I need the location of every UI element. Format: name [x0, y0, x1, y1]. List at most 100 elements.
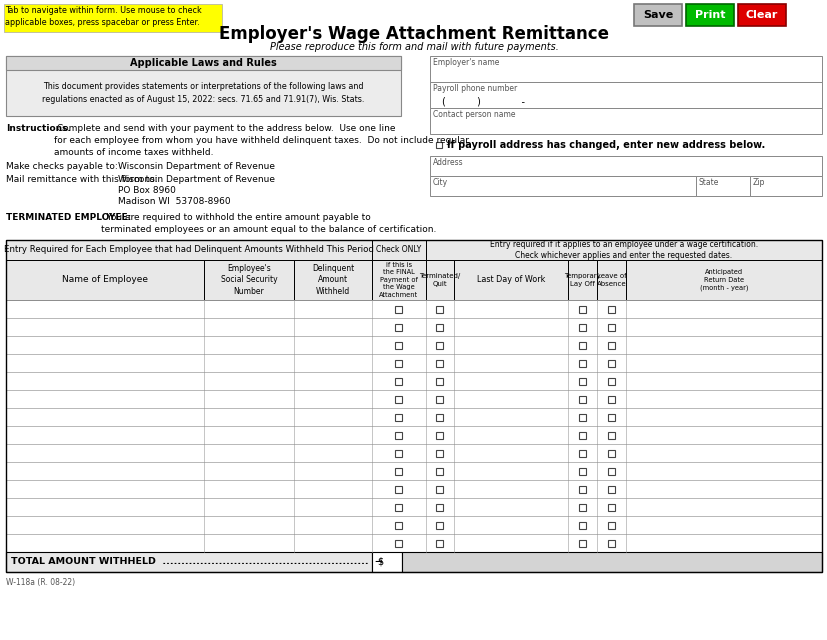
Text: Payroll phone number: Payroll phone number	[433, 84, 517, 93]
Text: Save: Save	[642, 10, 672, 20]
Bar	[436, 342, 443, 349]
Text: City: City	[433, 178, 447, 187]
Bar	[395, 540, 402, 547]
Bar	[737, 4, 785, 26]
Text: Tab to navigate within form. Use mouse to check
applicable boxes, press spacebar: Tab to navigate within form. Use mouse t…	[5, 6, 202, 27]
Bar	[6, 56, 400, 70]
Bar	[607, 504, 614, 511]
Bar	[607, 360, 614, 367]
Text: Anticipated
Return Date
(month - year): Anticipated Return Date (month - year)	[699, 269, 748, 291]
Bar	[402, 552, 821, 572]
Bar	[578, 540, 586, 547]
Text: Name of Employee: Name of Employee	[62, 275, 148, 285]
Bar	[429, 108, 821, 134]
Text: Zip: Zip	[752, 178, 764, 187]
Bar	[436, 540, 443, 547]
Text: Wisconsin Department of Revenue: Wisconsin Department of Revenue	[118, 175, 275, 184]
Bar	[6, 408, 821, 426]
Bar	[6, 426, 821, 444]
Text: State: State	[698, 178, 719, 187]
Bar	[395, 360, 402, 367]
Bar	[294, 260, 371, 300]
Bar	[607, 323, 614, 330]
Bar	[607, 342, 614, 349]
Bar	[6, 240, 821, 572]
Bar	[395, 504, 402, 511]
Bar	[578, 504, 586, 511]
Text: (          )             -: ( ) -	[442, 96, 524, 106]
Text: Make checks payable to:: Make checks payable to:	[6, 162, 117, 171]
Bar	[436, 431, 443, 438]
Bar	[607, 486, 614, 493]
Text: Please reproduce this form and mail with future payments.: Please reproduce this form and mail with…	[270, 42, 557, 52]
Bar	[6, 56, 400, 116]
Text: Madison WI  53708-8960: Madison WI 53708-8960	[118, 197, 231, 206]
Text: Leave of
Absence: Leave of Absence	[596, 273, 625, 287]
Bar	[425, 260, 453, 300]
Text: Check ONLY: Check ONLY	[376, 246, 421, 255]
Bar	[578, 413, 586, 420]
Bar	[6, 390, 821, 408]
Text: Wisconsin Department of Revenue: Wisconsin Department of Revenue	[118, 162, 275, 171]
Bar	[6, 318, 821, 336]
Text: $: $	[376, 557, 383, 567]
Bar	[435, 141, 442, 148]
Bar	[6, 498, 821, 516]
Text: Employer's name: Employer's name	[433, 58, 499, 67]
Bar	[578, 431, 586, 438]
Bar	[686, 4, 733, 26]
Bar	[6, 480, 821, 498]
Bar	[607, 305, 614, 312]
Bar	[429, 82, 821, 108]
Bar	[6, 300, 821, 318]
Bar	[395, 431, 402, 438]
Bar	[371, 240, 425, 260]
Bar	[607, 522, 614, 529]
Bar	[6, 444, 821, 462]
Bar	[436, 522, 443, 529]
Text: If payroll address has changed, enter new address below.: If payroll address has changed, enter ne…	[447, 140, 764, 150]
Bar	[436, 305, 443, 312]
Bar	[395, 378, 402, 385]
Bar	[395, 305, 402, 312]
Text: Print: Print	[694, 10, 724, 20]
Bar	[436, 396, 443, 403]
Bar	[371, 552, 402, 572]
Text: if this is
the FINAL
Payment of
the Wage
Attachment: if this is the FINAL Payment of the Wage…	[379, 262, 418, 298]
Bar	[578, 396, 586, 403]
Bar	[436, 449, 443, 456]
Bar	[633, 4, 681, 26]
Text: TOTAL AMOUNT WITHHELD  .......................................................  : TOTAL AMOUNT WITHHELD ..................…	[11, 557, 383, 566]
Text: This document provides statements or interpretations of the following laws and
r: This document provides statements or int…	[42, 83, 364, 104]
Text: You are required to withhold the entire amount payable to
terminated employees o: You are required to withhold the entire …	[101, 213, 436, 234]
Bar	[436, 378, 443, 385]
Text: Entry Required for Each Employee that had Delinquent Amounts Withheld This Perio: Entry Required for Each Employee that ha…	[4, 246, 374, 255]
Bar	[395, 486, 402, 493]
Bar	[6, 372, 821, 390]
Bar	[6, 462, 821, 480]
Bar	[578, 323, 586, 330]
Bar	[625, 260, 821, 300]
Bar	[578, 360, 586, 367]
Text: Contact person name: Contact person name	[433, 110, 515, 119]
Bar	[395, 323, 402, 330]
Bar	[696, 176, 749, 196]
Bar	[578, 522, 586, 529]
Bar	[6, 336, 821, 354]
Bar	[436, 504, 443, 511]
Text: Address: Address	[433, 158, 463, 167]
Text: TERMINATED EMPLOYEE:: TERMINATED EMPLOYEE:	[6, 213, 131, 222]
Bar	[578, 467, 586, 474]
Bar	[436, 323, 443, 330]
Text: Employee's
Social Security
Number: Employee's Social Security Number	[221, 264, 277, 296]
Bar	[4, 4, 222, 32]
Bar	[395, 449, 402, 456]
Bar	[578, 486, 586, 493]
Text: Complete and send with your payment to the address below.  Use one line
for each: Complete and send with your payment to t…	[54, 124, 468, 157]
Bar	[395, 342, 402, 349]
Bar	[578, 342, 586, 349]
Text: Last Day of Work: Last Day of Work	[476, 275, 544, 285]
Text: Delinquent
Amount
Withheld: Delinquent Amount Withheld	[312, 264, 354, 296]
Bar	[6, 552, 371, 572]
Bar	[436, 360, 443, 367]
